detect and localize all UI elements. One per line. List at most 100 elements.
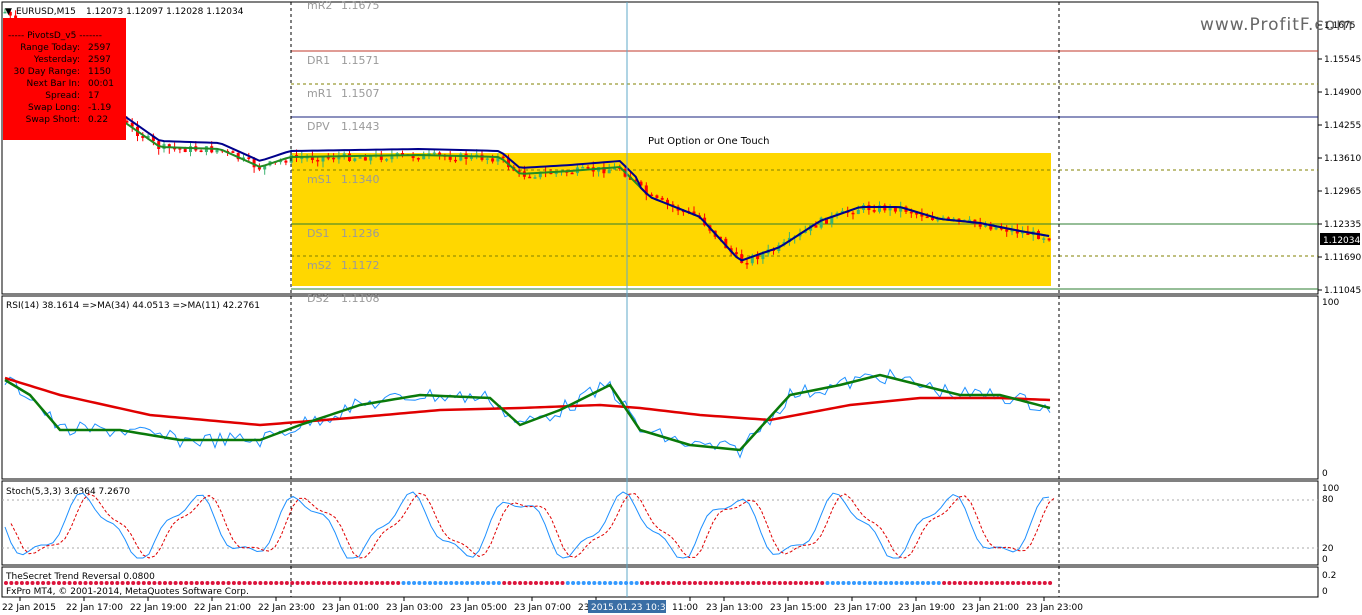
trend-dot — [502, 581, 507, 585]
trend-dot — [979, 581, 984, 585]
trend-dot — [587, 581, 591, 585]
price-tick-label: 1.1675 — [1324, 21, 1356, 31]
candle-body — [856, 209, 860, 215]
trend-reversal-pane[interactable] — [1, 566, 1319, 598]
trend-dot — [19, 581, 24, 585]
trend-dot — [624, 581, 629, 585]
trend-dot — [634, 581, 639, 585]
candle-body — [899, 206, 903, 212]
candle-body — [151, 135, 155, 142]
trend-dot — [221, 581, 226, 585]
candle-body — [316, 159, 320, 162]
stochastic-level-0-label: 0 — [1322, 555, 1328, 565]
trend-dot — [417, 581, 422, 585]
time-tick-label: 22 Jan 19:00 — [130, 603, 187, 613]
trend-dot — [968, 581, 973, 585]
trend-dot — [4, 581, 8, 585]
trend-dot — [666, 581, 671, 585]
trend-dot — [428, 581, 432, 585]
trend-dot — [131, 581, 136, 585]
info-panel-value: -1.19 — [88, 103, 112, 113]
current-price-label: 1.12034 — [1323, 236, 1360, 246]
info-panel-label: Swap Short: — [26, 115, 80, 125]
trend-dot — [184, 581, 189, 585]
trend-dot — [698, 581, 703, 585]
candle-body — [644, 185, 648, 195]
trend-dot — [359, 581, 364, 585]
info-panel-value: 2597 — [88, 55, 111, 65]
trend-dot — [1032, 581, 1037, 585]
trend-dot — [894, 581, 899, 585]
stochastic-title: Stoch(5,3,3) 3.6364 7.2670 — [6, 487, 130, 497]
trend-dot — [173, 581, 178, 585]
info-panel-title: ----- PivotsD_v5 ------- — [8, 31, 102, 41]
candle-body — [1021, 231, 1025, 234]
trend-dot — [995, 581, 1000, 585]
pivots-info-panel — [3, 18, 126, 140]
candle-body — [517, 170, 521, 173]
trend-dot — [920, 581, 925, 585]
rsi-ma-fast-line — [4, 373, 1051, 452]
trend-dot — [989, 581, 994, 585]
candle-body — [279, 160, 283, 163]
trend-dot — [571, 581, 576, 585]
price-tick-label: 1.14255 — [1324, 121, 1361, 131]
trend-dot — [258, 581, 263, 585]
pivot-label-mr1: mR1 — [307, 87, 332, 100]
candle-body — [167, 144, 171, 148]
trend-dot — [284, 581, 289, 585]
candle-body — [125, 120, 129, 123]
trend-dot — [496, 581, 501, 585]
candle-body — [909, 211, 913, 214]
candle-body — [215, 149, 219, 153]
watermark-text: www.ProfitF.com — [1200, 15, 1354, 35]
trend-dot — [772, 581, 777, 585]
pivot-label-ds2: DS2 — [307, 292, 329, 305]
stochastic-pane[interactable] — [1, 480, 1319, 566]
candle-body — [348, 153, 351, 162]
candle-body — [491, 158, 495, 162]
trend-dot — [645, 581, 650, 585]
candle-body — [3, 11, 7, 14]
trend-dot — [205, 581, 210, 585]
trend-dot — [714, 581, 719, 585]
price-axis: 1.1675 1.15545 1.14900 1.14255 1.13610 1.1296… — [1318, 21, 1361, 296]
trend-dot — [708, 581, 713, 585]
pivot-value-mr1: 1.1507 — [341, 87, 380, 100]
chart-dropdown-icon[interactable]: ▼ — [5, 7, 12, 17]
trend-dot — [544, 581, 549, 585]
trend-dot — [650, 581, 655, 585]
candle-body — [257, 167, 261, 170]
trend-dot — [385, 581, 390, 585]
trend-dot — [761, 581, 766, 585]
trend-dot — [337, 581, 342, 585]
trend-dot — [873, 581, 878, 585]
candle-body — [438, 152, 442, 156]
candle-body — [634, 179, 638, 182]
candle-body — [655, 195, 659, 198]
candle-body — [819, 217, 823, 228]
trend-dot — [1005, 581, 1010, 585]
time-tick-label: 22 Jan 21:00 — [194, 603, 251, 613]
trend-dot — [253, 581, 258, 585]
candle-body — [538, 171, 542, 178]
trend-dot — [62, 581, 67, 585]
trend-dot — [608, 581, 613, 585]
trend-dot — [115, 581, 120, 585]
trend-dot — [406, 581, 411, 585]
rsi-pane[interactable] — [1, 295, 1319, 480]
time-tick-label: 23 Jan 19:00 — [898, 603, 955, 613]
candle-body — [353, 158, 357, 162]
trend-dot — [910, 581, 915, 585]
pivot-labels: mR2 1.1675 DR1 1.1571 mR1 1.1507 DPV 1.1443 mS1 1… — [307, 0, 380, 305]
stochastic-main-line — [4, 491, 1050, 559]
trend-dot — [825, 581, 830, 585]
info-panel-label: Spread: — [45, 91, 80, 101]
trend-dot — [719, 581, 724, 585]
pivot-label-ds1: DS1 — [307, 227, 329, 240]
trend-dot — [163, 581, 167, 585]
candle-body — [761, 253, 765, 260]
trend-dot — [549, 581, 554, 585]
